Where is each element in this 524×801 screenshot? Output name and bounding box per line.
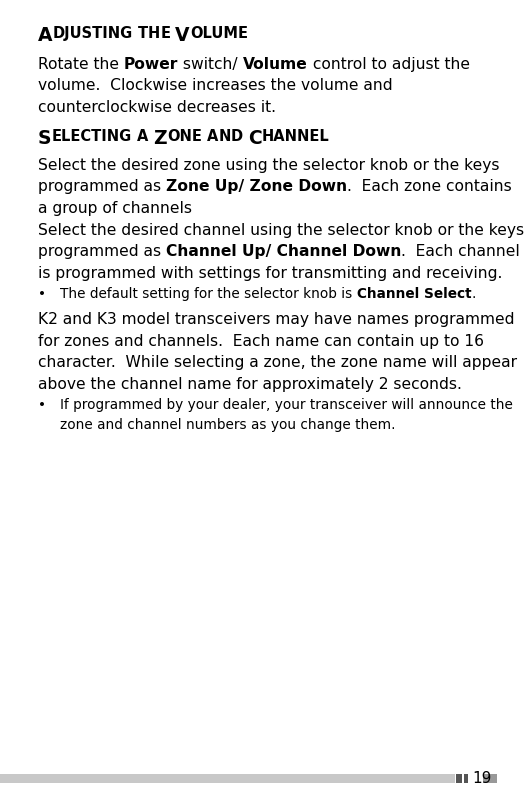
Text: ONE: ONE: [167, 129, 202, 143]
Text: E: E: [160, 26, 170, 41]
Text: A: A: [137, 129, 148, 143]
Text: HANNEL: HANNEL: [262, 129, 330, 143]
Text: counterclockwise decreases it.: counterclockwise decreases it.: [38, 99, 276, 115]
Text: Z: Z: [154, 129, 167, 147]
Text: zone and channel numbers as you change them.: zone and channel numbers as you change t…: [60, 417, 396, 432]
Text: Rotate the: Rotate the: [38, 57, 124, 71]
Text: for zones and channels.  Each name can contain up to 16: for zones and channels. Each name can co…: [38, 334, 484, 348]
Text: .: .: [471, 287, 476, 301]
Text: V: V: [176, 26, 190, 45]
Text: C: C: [248, 129, 262, 147]
Text: N: N: [219, 129, 231, 143]
Text: K2 and K3 model transceivers may have names programmed: K2 and K3 model transceivers may have na…: [38, 312, 515, 327]
Text: H: H: [148, 26, 160, 41]
Text: 19: 19: [472, 771, 492, 786]
Text: If programmed by your dealer, your transceiver will announce the: If programmed by your dealer, your trans…: [60, 398, 513, 413]
Text: above the channel name for approximately 2 seconds.: above the channel name for approximately…: [38, 376, 462, 392]
Text: Zone Up/ Zone Down: Zone Up/ Zone Down: [166, 179, 347, 195]
Text: Select the desired channel using the selector knob or the keys: Select the desired channel using the sel…: [38, 223, 524, 238]
Text: Select the desired zone using the selector knob or the keys: Select the desired zone using the select…: [38, 158, 499, 173]
Text: ELECTING: ELECTING: [51, 129, 132, 143]
Text: T: T: [138, 26, 148, 41]
Text: volume.  Clockwise increases the volume and: volume. Clockwise increases the volume a…: [38, 78, 392, 93]
Text: •: •: [38, 398, 46, 413]
Text: Volume: Volume: [243, 57, 308, 71]
Bar: [483, 774, 497, 783]
Text: D: D: [231, 129, 243, 143]
Bar: [464, 774, 468, 783]
Bar: [0, 774, 455, 783]
Text: OLUME: OLUME: [190, 26, 248, 41]
Text: Channel Up/ Channel Down: Channel Up/ Channel Down: [166, 244, 401, 259]
Text: switch/: switch/: [178, 57, 243, 71]
Text: is programmed with settings for transmitting and receiving.: is programmed with settings for transmit…: [38, 266, 503, 280]
Text: •: •: [38, 287, 46, 301]
Text: programmed as: programmed as: [38, 244, 166, 259]
Text: programmed as: programmed as: [38, 179, 166, 195]
Text: .  Each channel: . Each channel: [401, 244, 520, 259]
Text: .  Each zone contains: . Each zone contains: [347, 179, 512, 195]
Bar: [456, 774, 462, 783]
Text: A: A: [38, 26, 52, 45]
Text: character.  While selecting a zone, the zone name will appear: character. While selecting a zone, the z…: [38, 355, 517, 370]
Text: control to adjust the: control to adjust the: [308, 57, 470, 71]
Text: Channel Select: Channel Select: [357, 287, 471, 301]
Text: DJUSTING: DJUSTING: [52, 26, 133, 41]
Text: The default setting for the selector knob is: The default setting for the selector kno…: [60, 287, 357, 301]
Text: a group of channels: a group of channels: [38, 201, 192, 216]
Text: S: S: [38, 129, 51, 147]
Text: Power: Power: [124, 57, 178, 71]
Text: A: A: [207, 129, 219, 143]
